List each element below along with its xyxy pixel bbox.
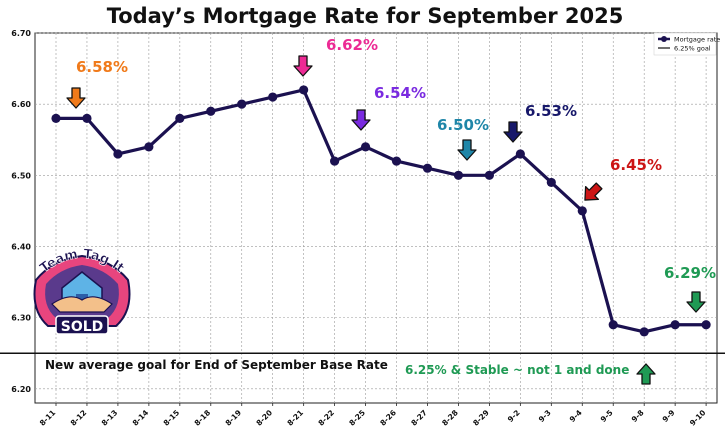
data-point [144, 142, 154, 152]
up-arrow-icon [636, 363, 656, 385]
down-left-arrow-icon [584, 182, 603, 201]
callout: 6.53% [503, 102, 577, 143]
callout-label: 6.29% [664, 264, 716, 282]
y-tick-label: 6.50 [11, 171, 31, 180]
data-point [484, 170, 494, 180]
data-point [113, 149, 123, 159]
callout-label: 6.53% [525, 102, 577, 120]
callout: 6.54% [351, 84, 426, 131]
data-point [175, 113, 185, 123]
callout: 6.29% [664, 264, 716, 313]
data-point [639, 327, 649, 337]
callout-label: 6.58% [76, 58, 128, 76]
data-point [515, 149, 525, 159]
data-point [82, 113, 92, 123]
data-point [577, 206, 587, 216]
callout-label: 6.50% [437, 116, 489, 134]
chart-title: Today’s Mortgage Rate for September 2025 [107, 4, 624, 28]
data-point [546, 177, 556, 188]
goal-annotation: New average goal for End of September Ba… [45, 358, 388, 372]
data-point [51, 113, 61, 123]
y-axis: 6.20 6.30 6.40 6.50 6.60 6.70 [11, 29, 31, 394]
callout: 6.62% [293, 36, 378, 77]
callout: 6.45% [584, 156, 662, 201]
legend-series-label: Mortgage rate [674, 36, 720, 44]
callout-label: 6.45% [610, 156, 662, 174]
legend-goal-label: 6.25% goal [674, 45, 711, 53]
y-tick-label: 6.40 [11, 242, 31, 251]
legend-series-marker [661, 36, 667, 42]
down-arrow-icon [293, 55, 313, 77]
callout: 6.50% [437, 116, 489, 161]
stable-annotation: 6.25% & Stable ~ not 1 and done [405, 363, 629, 377]
data-point [237, 99, 247, 109]
down-arrow-icon [503, 121, 523, 143]
down-arrow-icon [457, 139, 477, 161]
data-point [422, 163, 433, 173]
down-arrow-icon [351, 109, 371, 131]
data-point [670, 320, 680, 330]
data-point [608, 320, 618, 330]
data-point [206, 106, 216, 116]
y-tick-label: 6.20 [11, 385, 31, 394]
callout-label: 6.54% [374, 84, 426, 102]
down-arrow-icon [686, 291, 706, 313]
y-tick-label: 6.70 [11, 29, 31, 38]
y-tick-label: 6.60 [11, 100, 31, 109]
logo-line2: SOLD [61, 319, 104, 335]
data-point [701, 320, 711, 330]
series-line [56, 88, 707, 334]
data-point [453, 170, 464, 180]
data-point [391, 156, 402, 166]
data-point [330, 156, 340, 166]
callout: 6.58% [66, 58, 128, 109]
handshake-icon [51, 296, 113, 313]
y-tick-label: 6.30 [11, 314, 31, 323]
data-point [268, 92, 278, 102]
data-point [299, 85, 309, 95]
data-point [360, 142, 371, 152]
down-arrow-icon [66, 87, 86, 109]
callout-label: 6.62% [326, 36, 378, 54]
